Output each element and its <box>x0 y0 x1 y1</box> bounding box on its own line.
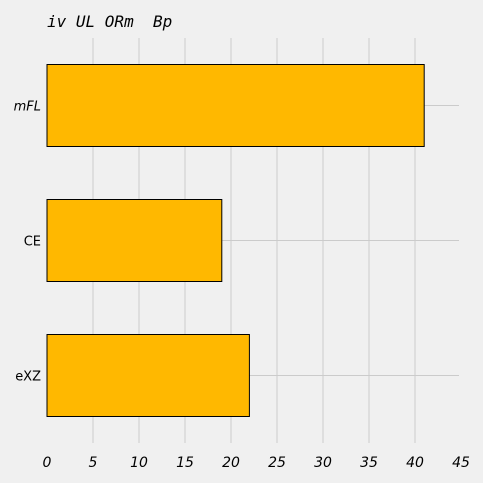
x-tick-label: 5 <box>89 455 98 471</box>
x-tick-label: 20 <box>222 455 240 471</box>
y-tick-label: CE <box>24 235 41 250</box>
x-tick-label: 40 <box>406 455 424 471</box>
x-tick-label: 0 <box>43 455 52 471</box>
x-tick-label: 35 <box>360 455 378 471</box>
y-tick-label: mFL <box>14 100 41 115</box>
bar-ce <box>46 199 223 282</box>
bar-mfl <box>46 64 425 147</box>
x-tick-label: 45 <box>452 455 470 471</box>
x-axis-tick-labels: 0 5 10 15 20 25 30 35 40 45 <box>43 455 470 471</box>
y-axis-tick-labels: mFL CE eXZ <box>14 100 41 385</box>
bars <box>46 64 425 417</box>
x-tick-label: 30 <box>314 455 332 471</box>
chart-title: iv UL ORm Bp <box>47 12 172 31</box>
x-tick-label: 10 <box>130 455 148 471</box>
bar-exz <box>46 334 250 417</box>
x-tick-label: 15 <box>176 455 194 471</box>
x-tick-label: 25 <box>268 455 286 471</box>
y-tick-label: eXZ <box>15 370 41 385</box>
